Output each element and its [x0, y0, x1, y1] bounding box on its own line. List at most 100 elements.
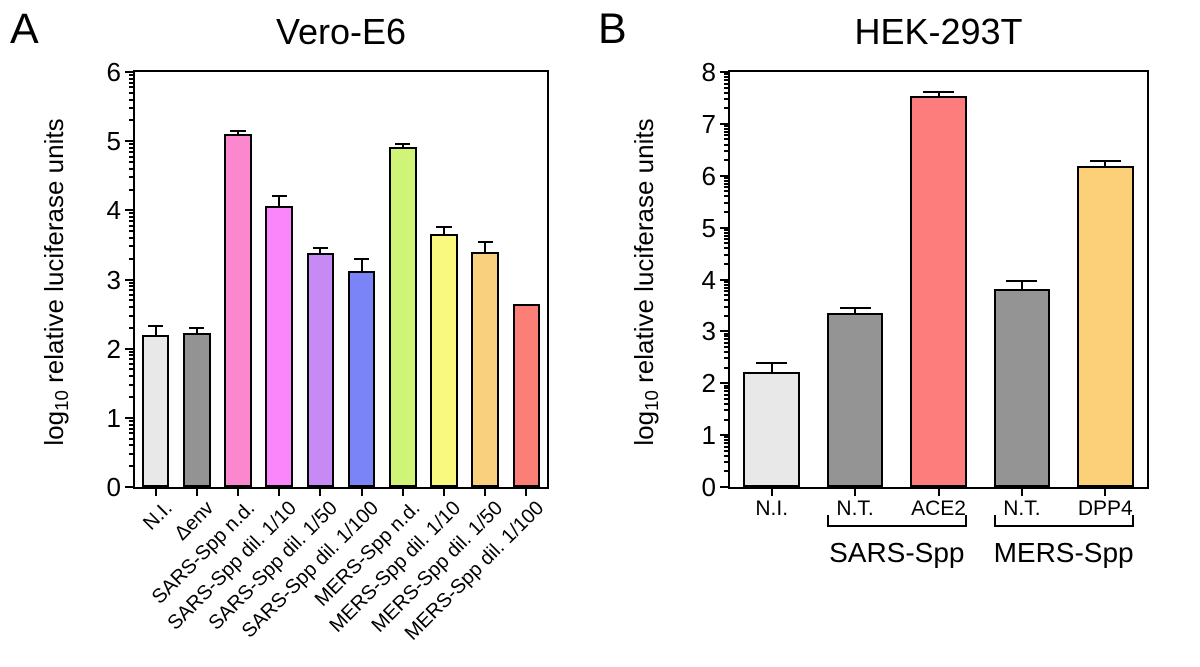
- y-minor-tick: [724, 262, 728, 265]
- y-tick-label: 1: [701, 420, 716, 451]
- y-minor-tick: [129, 437, 133, 440]
- x-tick: [237, 489, 239, 496]
- error-bar-line: [360, 260, 363, 274]
- y-major-tick: [125, 140, 133, 143]
- y-minor-tick: [724, 294, 728, 297]
- y-tick-label: 7: [701, 108, 716, 139]
- y-minor-tick: [724, 409, 728, 412]
- y-minor-tick: [724, 182, 728, 185]
- bar: [471, 251, 499, 487]
- x-category-label: N.T.: [836, 497, 874, 520]
- y-major-tick: [125, 416, 133, 419]
- y-minor-tick: [724, 366, 728, 369]
- bar: [993, 289, 1051, 487]
- panel-a-letter: A: [10, 5, 39, 53]
- y-minor-tick: [724, 76, 728, 79]
- y-minor-tick: [724, 86, 728, 89]
- y-minor-tick: [724, 149, 728, 152]
- y-minor-tick: [129, 212, 133, 215]
- y-minor-tick: [129, 363, 133, 365]
- y-minor-tick: [129, 236, 133, 239]
- error-bar-cap: [354, 258, 370, 261]
- panel-b-plot-area: 0 1 2 3 4 5 6 7 8 N.I. N.T. ACE2 N.T. DPP4 SARS-Spp MER…: [702, 57, 1149, 568]
- y-minor-tick: [724, 390, 728, 393]
- y-minor-tick: [724, 351, 728, 354]
- y-minor-tick: [724, 299, 728, 302]
- y-minor-tick: [129, 432, 133, 435]
- y-minor-tick: [724, 384, 728, 387]
- y-major-tick: [125, 209, 133, 212]
- y-major-tick: [720, 434, 728, 437]
- x-tick: [1020, 489, 1023, 496]
- bar: [182, 333, 211, 487]
- y-minor-tick: [724, 231, 728, 234]
- y-minor-tick: [724, 461, 728, 464]
- x-tick: [770, 489, 773, 496]
- x-tick: [195, 489, 198, 496]
- error-bar-line: [937, 93, 940, 98]
- y-minor-tick: [724, 286, 728, 289]
- error-bar-cap: [756, 362, 788, 365]
- y-tick-label: 5: [701, 212, 716, 243]
- y-minor-tick: [724, 314, 728, 317]
- x-tick: [525, 489, 528, 496]
- error-bar-line: [195, 328, 198, 336]
- x-category-label: DPP4: [1077, 497, 1133, 520]
- y-minor-tick: [129, 383, 133, 386]
- y-minor-tick: [724, 283, 728, 286]
- y-minor-tick: [129, 306, 133, 309]
- group-bracket-line: [826, 525, 967, 527]
- y-minor-tick: [129, 354, 133, 357]
- y-minor-tick: [724, 98, 728, 101]
- error-bar-cap: [436, 226, 452, 229]
- bar: [743, 371, 801, 487]
- bar: [347, 271, 376, 487]
- y-minor-tick: [129, 257, 133, 260]
- error-bar-cap: [839, 307, 871, 310]
- y-major-tick: [720, 174, 728, 177]
- error-bar-line: [319, 249, 322, 256]
- y-minor-tick: [724, 247, 728, 250]
- error-bar-line: [854, 309, 857, 315]
- y-minor-tick: [129, 375, 133, 378]
- error-bar-line: [237, 132, 239, 137]
- x-tick: [854, 489, 857, 496]
- y-minor-tick: [724, 387, 728, 390]
- x-category-label: N.T.: [1003, 497, 1041, 520]
- y-minor-tick: [129, 77, 133, 80]
- y-major-tick: [720, 486, 728, 488]
- y-tick-label: 2: [106, 333, 121, 364]
- bar: [910, 95, 967, 487]
- y-minor-tick: [724, 127, 728, 130]
- y-minor-tick: [129, 285, 133, 288]
- y-major-tick: [125, 347, 133, 350]
- error-bar-cap: [189, 326, 205, 329]
- y-minor-tick: [724, 345, 728, 348]
- y-major-tick: [125, 486, 133, 488]
- bar: [430, 233, 458, 487]
- y-minor-tick: [724, 436, 728, 439]
- bar: [141, 334, 170, 487]
- y-major-tick: [125, 71, 133, 73]
- y-minor-tick: [129, 143, 133, 146]
- y-minor-tick: [724, 211, 728, 213]
- y-minor-tick: [724, 253, 728, 256]
- y-minor-tick: [724, 73, 728, 76]
- y-minor-tick: [724, 190, 728, 193]
- y-minor-tick: [129, 326, 133, 329]
- y-minor-tick: [129, 74, 133, 77]
- error-bar-line: [770, 364, 773, 374]
- bar: [1076, 166, 1134, 487]
- y-minor-tick: [129, 289, 133, 292]
- y-minor-tick: [129, 216, 133, 219]
- y-minor-tick: [724, 454, 728, 457]
- y-minor-tick: [724, 134, 728, 137]
- bar: [826, 312, 884, 487]
- y-minor-tick: [724, 234, 728, 237]
- y-minor-tick: [129, 146, 133, 149]
- y-tick-label: 0: [106, 472, 121, 502]
- y-minor-tick: [129, 176, 133, 179]
- y-minor-tick: [724, 290, 728, 292]
- group-bracket-end: [826, 515, 829, 527]
- x-tick: [319, 489, 322, 496]
